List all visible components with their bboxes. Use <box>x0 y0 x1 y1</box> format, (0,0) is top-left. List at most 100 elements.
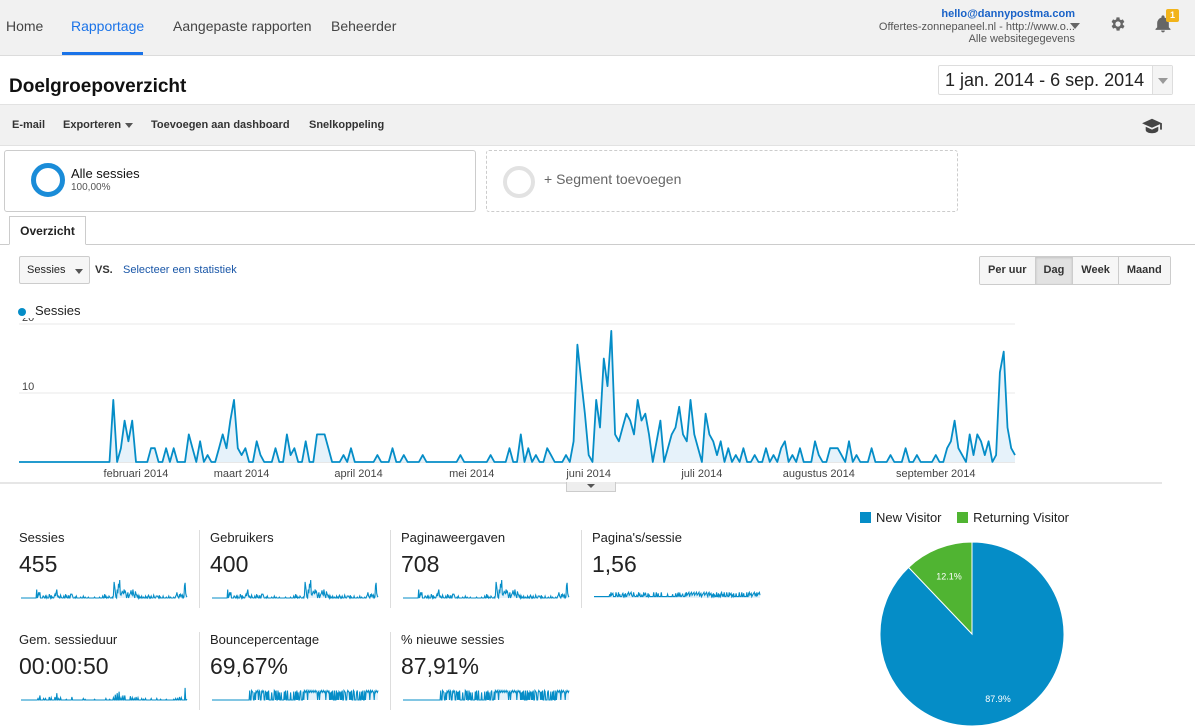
chart-legend: Sessies <box>18 303 81 318</box>
account-email: hello@dannypostma.com <box>941 8 1075 20</box>
metric-tile[interactable]: % nieuwe sessies 87,91% <box>401 632 582 710</box>
y-tick-label: 20 <box>22 318 34 324</box>
x-tick-label: juni 2014 <box>565 468 611 480</box>
metric-label: Sessies <box>19 530 65 545</box>
metric-label: Bouncepercentage <box>210 632 320 647</box>
x-tick-label: juli 2014 <box>680 468 722 480</box>
granularity-month[interactable]: Maand <box>1117 257 1170 284</box>
pie-slice[interactable] <box>907 541 973 636</box>
legend-dot <box>18 307 26 316</box>
metric-tile[interactable]: Bouncepercentage 69,67% <box>210 632 391 710</box>
sparkline <box>403 688 570 701</box>
metric-label: Paginaweergaven <box>401 530 506 545</box>
nav-admin[interactable]: Beheerder <box>331 18 397 34</box>
shortcut-button[interactable]: Snelkoppeling <box>309 119 385 131</box>
granularity-hourly[interactable]: Per uur <box>980 257 1035 284</box>
sparkline <box>212 579 379 600</box>
chevron-down-icon[interactable] <box>1152 66 1172 94</box>
nav-custom-reports[interactable]: Aangepaste rapporten <box>173 18 312 34</box>
sparkline-line <box>212 688 379 701</box>
metric-label: Pagina's/sessie <box>592 530 682 545</box>
notification-badge: 1 <box>1166 9 1179 22</box>
add-segment-button[interactable]: + Segment toevoegen <box>486 150 958 212</box>
export-button[interactable]: Exporteren <box>63 119 134 131</box>
metric-label: % nieuwe sessies <box>401 632 505 647</box>
metric-value: 455 <box>19 551 58 577</box>
sparkline <box>594 590 761 599</box>
tile-separator <box>199 632 200 710</box>
metric-tile[interactable]: Sessies 455 <box>19 530 200 608</box>
sparkline-line <box>594 590 761 599</box>
metric-label: Gem. sessieduur <box>19 632 118 647</box>
metric-value: 400 <box>210 551 249 577</box>
sparkline-line <box>403 688 570 701</box>
sparkline-line <box>21 579 188 600</box>
account-selector[interactable]: hello@dannypostma.com Offertes-zonnepane… <box>879 8 1075 46</box>
y-tick-label: 10 <box>22 381 34 393</box>
segment-all-sessions[interactable]: Alle sessies 100,00% <box>4 150 476 212</box>
pie-slice-label: 12.1% <box>936 571 962 581</box>
chevron-down-icon <box>75 269 83 274</box>
tile-separator <box>390 530 391 608</box>
account-property: Offertes-zonnepaneel.nl - http://www.o..… <box>878 20 1075 33</box>
tab-divider <box>0 244 1195 245</box>
metric-value: 1,56 <box>592 551 637 577</box>
graduation-cap-icon[interactable] <box>1141 117 1163 135</box>
action-bar: E-mail Exporteren Toevoegen aan dashboar… <box>0 104 1195 146</box>
nav-active-indicator <box>62 52 143 55</box>
page-title: Doelgroepoverzicht <box>9 76 187 97</box>
granularity-day[interactable]: Dag <box>1034 257 1073 284</box>
x-tick-label: augustus 2014 <box>783 468 855 480</box>
add-to-dashboard-button[interactable]: Toevoegen aan dashboard <box>151 119 290 131</box>
email-button[interactable]: E-mail <box>12 119 46 131</box>
segment-ring-icon <box>31 163 65 197</box>
visitor-pie-chart[interactable]: 87.9% 12.1% <box>878 540 1068 728</box>
legend-returning-visitor: Returning Visitor <box>973 510 1070 525</box>
metric-value: 708 <box>401 551 440 577</box>
sparkline <box>21 687 188 701</box>
x-tick-label: maart 2014 <box>214 468 270 480</box>
metric-select[interactable]: Sessies <box>19 256 90 284</box>
granularity-week[interactable]: Week <box>1072 257 1118 284</box>
sessions-area <box>19 330 1015 462</box>
collapse-chart-button[interactable] <box>566 482 616 492</box>
tab-overview[interactable]: Overzicht <box>9 216 86 245</box>
x-tick-label: september 2014 <box>896 468 976 480</box>
metric-tile[interactable]: Gebruikers 400 <box>210 530 391 608</box>
nav-reporting[interactable]: Rapportage <box>71 18 145 34</box>
top-nav: Home Rapportage Aangepaste rapporten Beh… <box>0 0 1195 56</box>
legend-new-visitor: New Visitor <box>876 510 942 525</box>
segment-percentage: 100,00% <box>71 182 111 193</box>
gear-icon[interactable] <box>1109 15 1127 33</box>
sessions-line-chart[interactable]: 10 20 februari 2014 maart 2014 april 2014 mei… <box>0 318 1195 492</box>
account-view: Alle websitegegevens <box>968 33 1075 45</box>
pie-slice-label: 87.9% <box>985 694 1011 704</box>
sparkline-line <box>403 579 570 600</box>
segment-ring-icon <box>503 166 535 198</box>
metric-tile[interactable]: Paginaweergaven 708 <box>401 530 582 608</box>
metric-value: 87,91% <box>401 653 480 679</box>
legend-swatch-returning <box>957 512 969 523</box>
chevron-down-icon <box>125 122 134 128</box>
chevron-down-icon[interactable] <box>1070 23 1080 29</box>
metric-tile[interactable]: Gem. sessieduur 00:00:50 <box>19 632 200 710</box>
date-range-text: 1 jan. 2014 - 6 sep. 2014 <box>945 70 1145 90</box>
date-range-picker[interactable]: 1 jan. 2014 - 6 sep. 2014 <box>938 65 1173 95</box>
export-label: Exporteren <box>63 119 122 131</box>
sparkline <box>403 579 570 600</box>
metric-tile[interactable]: Pagina's/sessie 1,56 <box>592 530 773 608</box>
nav-home[interactable]: Home <box>6 18 44 34</box>
metric-value: 00:00:50 <box>19 653 109 679</box>
select-metric-link[interactable]: Selecteer een statistiek <box>123 264 237 276</box>
x-tick-label: mei 2014 <box>449 468 494 480</box>
metric-value: 69,67% <box>210 653 289 679</box>
granularity-toggle: Per uur Dag Week Maand <box>979 256 1171 285</box>
sparkline <box>21 579 188 600</box>
legend-label: Sessies <box>35 303 81 318</box>
tile-separator <box>199 530 200 608</box>
vs-label: VS. <box>95 264 113 276</box>
add-segment-label: + Segment toevoegen <box>544 171 682 187</box>
x-tick-label: april 2014 <box>334 468 382 480</box>
sessions-line <box>19 330 1016 463</box>
metric-select-value: Sessies <box>27 264 66 276</box>
